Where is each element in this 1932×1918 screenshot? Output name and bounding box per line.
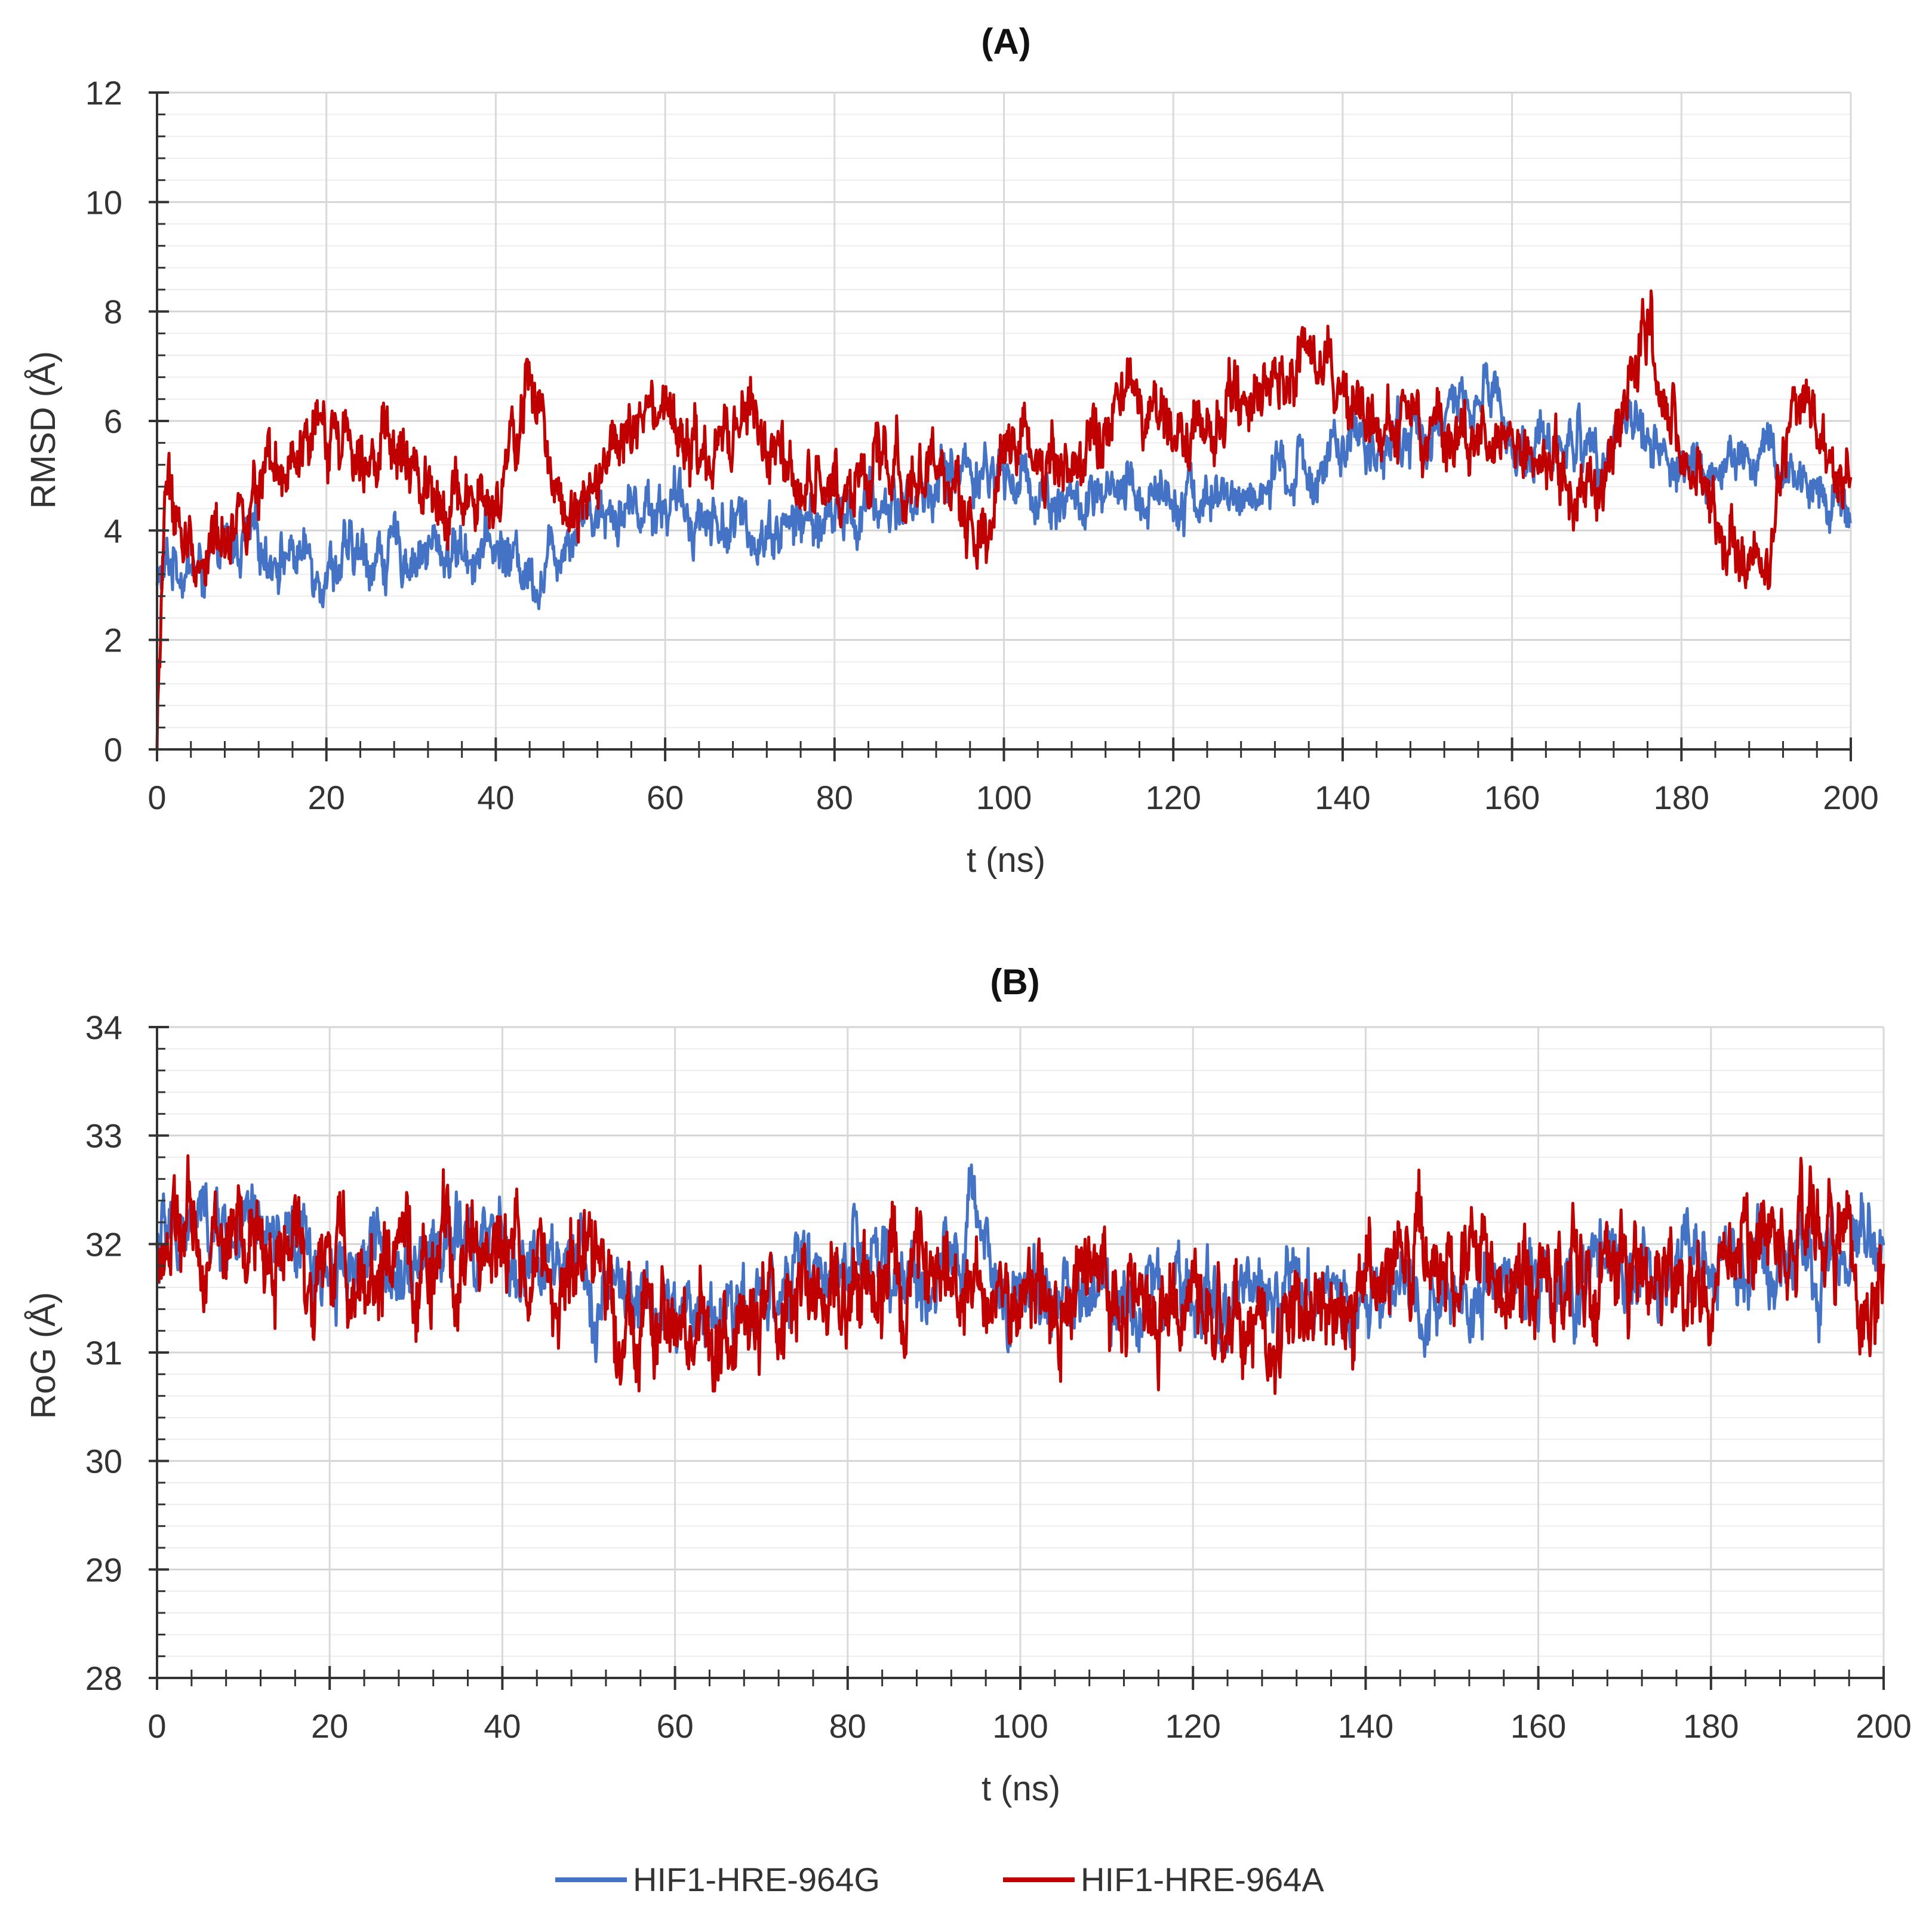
y-tick-label: 29 (85, 1551, 122, 1588)
y-tick-label: 34 (85, 1009, 122, 1046)
series-line-hif1-hre-964g (155, 362, 1853, 610)
y-tick-label: 31 (85, 1334, 122, 1372)
x-tick-label: 20 (311, 1707, 348, 1745)
x-tick-label: 100 (976, 779, 1032, 816)
legend-label-964g: HIF1-HRE-964G (633, 1861, 880, 1898)
panel-a-title: (A) (981, 21, 1030, 62)
panel-b-axes (149, 1026, 1885, 1690)
x-tick-label: 100 (992, 1707, 1048, 1745)
y-tick-label: 28 (85, 1659, 122, 1697)
x-tick-label: 60 (647, 779, 684, 816)
x-tick-label: 180 (1683, 1707, 1739, 1745)
y-tick-label: 10 (85, 183, 122, 221)
x-tick-label: 140 (1315, 779, 1370, 816)
series-line-hif1-hre-964a (155, 289, 1853, 750)
x-tick-label: 160 (1484, 779, 1540, 816)
panel-a-x-axis-label: t (ns) (967, 841, 1045, 880)
panel-b-tick-labels: 28 29 30 31 32 33 34 0 20 40 60 80 100 120 140 160 180 20… (85, 1009, 1912, 1745)
x-tick-label: 160 (1510, 1707, 1566, 1745)
x-tick-label: 40 (477, 779, 514, 816)
y-tick-label: 12 (85, 74, 122, 112)
x-tick-label: 20 (308, 779, 345, 816)
x-tick-label: 40 (484, 1707, 521, 1745)
panel-b: (B) 28 29 30 31 32 33 34 0 20 40 60 80 100 120 140 160 1… (24, 962, 1912, 1808)
x-tick-label: 80 (829, 1707, 866, 1745)
x-tick-label: 60 (656, 1707, 693, 1745)
panel-b-y-axis-label: RoG (Å) (24, 1292, 63, 1419)
panel-a-series (155, 289, 1853, 750)
y-tick-label: 6 (104, 402, 122, 440)
x-tick-label: 140 (1338, 1707, 1393, 1745)
panel-b-series (155, 1154, 1885, 1396)
panel-a-y-axis-label: RMSD (Å) (24, 351, 63, 509)
panel-b-x-axis-label: t (ns) (982, 1769, 1060, 1808)
y-tick-label: 33 (85, 1117, 122, 1155)
y-tick-label: 0 (104, 731, 122, 769)
series-line-hif1-hre-964a (155, 1154, 1885, 1396)
legend-label-964a: HIF1-HRE-964A (1081, 1861, 1324, 1898)
x-tick-label: 80 (816, 779, 853, 816)
x-tick-label: 0 (147, 779, 166, 816)
x-tick-label: 0 (147, 1707, 166, 1745)
x-tick-label: 180 (1654, 779, 1709, 816)
y-tick-label: 4 (104, 512, 122, 549)
y-tick-label: 8 (104, 293, 122, 331)
panel-a-gridlines (156, 91, 1852, 751)
y-tick-label: 32 (85, 1225, 122, 1263)
panel-a-axes (149, 91, 1852, 761)
x-tick-label: 200 (1823, 779, 1878, 816)
x-tick-label: 120 (1145, 779, 1201, 816)
x-tick-label: 200 (1856, 1707, 1911, 1745)
legend: HIF1-HRE-964G HIF1-HRE-964A (555, 1861, 1324, 1898)
y-tick-label: 2 (104, 622, 122, 659)
x-tick-label: 120 (1165, 1707, 1220, 1745)
y-tick-label: 30 (85, 1443, 122, 1480)
panel-b-title: (B) (990, 962, 1039, 1002)
panel-b-gridlines (156, 1026, 1885, 1679)
